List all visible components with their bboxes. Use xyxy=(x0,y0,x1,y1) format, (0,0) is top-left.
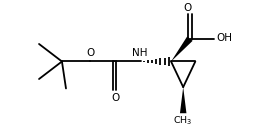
Text: NH: NH xyxy=(132,48,148,58)
Text: O: O xyxy=(86,48,94,58)
Text: O: O xyxy=(111,93,119,103)
Text: O: O xyxy=(184,3,192,13)
Text: OH: OH xyxy=(216,32,232,43)
Text: CH$_3$: CH$_3$ xyxy=(173,115,193,127)
Polygon shape xyxy=(180,87,186,113)
Polygon shape xyxy=(171,36,193,61)
